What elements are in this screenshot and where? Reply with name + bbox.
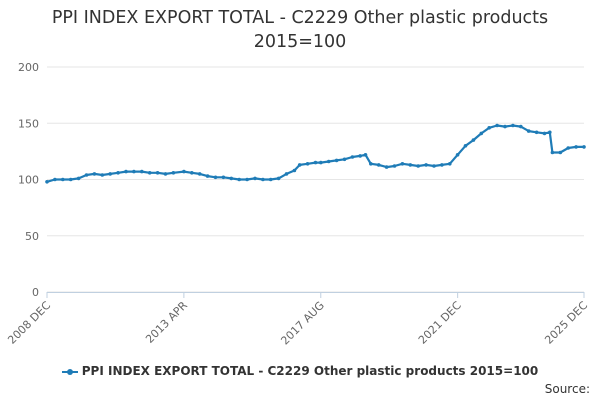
data-point bbox=[253, 176, 257, 181]
data-point bbox=[334, 158, 339, 163]
data-point bbox=[548, 130, 552, 135]
data-point bbox=[424, 163, 428, 167]
data-point bbox=[61, 177, 65, 182]
data-point bbox=[455, 153, 460, 157]
data-point bbox=[124, 169, 128, 174]
data-point bbox=[319, 160, 323, 165]
data-point bbox=[140, 169, 144, 174]
data-point bbox=[479, 131, 484, 136]
data-point bbox=[221, 175, 226, 180]
data-point bbox=[245, 177, 249, 182]
y-tick-label: 100 bbox=[18, 174, 39, 187]
data-point bbox=[342, 157, 347, 162]
x-tick-label: 2013 APR bbox=[143, 299, 190, 346]
data-point bbox=[511, 123, 515, 128]
data-point bbox=[68, 177, 73, 182]
data-point bbox=[503, 124, 507, 129]
data-point bbox=[147, 171, 152, 175]
data-point bbox=[268, 177, 273, 182]
data-point bbox=[440, 163, 444, 167]
chart-title-line-1: PPI INDEX EXPORT TOTAL - C2229 Other pla… bbox=[51, 8, 549, 28]
series-line bbox=[45, 124, 586, 183]
data-point bbox=[45, 180, 49, 184]
x-tick-label: 2025 DEC bbox=[542, 299, 590, 347]
data-point bbox=[363, 153, 368, 157]
data-point bbox=[229, 176, 234, 181]
y-tick-label: 0 bbox=[32, 286, 39, 299]
data-point bbox=[305, 162, 310, 166]
y-tick-label: 150 bbox=[18, 117, 39, 130]
legend-marker-icon bbox=[61, 367, 78, 377]
data-point bbox=[116, 171, 120, 175]
data-point bbox=[350, 155, 355, 159]
data-point bbox=[542, 131, 547, 136]
data-point bbox=[205, 174, 210, 178]
x-tick-label: 2008 DEC bbox=[5, 299, 53, 347]
legend-label: PPI INDEX EXPORT TOTAL - C2229 Other pla… bbox=[81, 364, 539, 378]
data-point bbox=[416, 164, 421, 168]
data-point bbox=[408, 163, 413, 167]
data-point bbox=[519, 124, 523, 129]
data-point bbox=[76, 176, 81, 181]
data-point bbox=[171, 171, 176, 175]
data-point bbox=[495, 123, 499, 128]
x-tick-label: 2017 AUG bbox=[278, 299, 327, 348]
data-point bbox=[261, 177, 265, 182]
data-point bbox=[369, 162, 373, 166]
data-point bbox=[213, 175, 218, 180]
data-point bbox=[190, 171, 194, 175]
data-point bbox=[100, 173, 105, 177]
data-point bbox=[582, 145, 586, 149]
chart-legend[interactable]: PPI INDEX EXPORT TOTAL - C2229 Other pla… bbox=[0, 364, 600, 378]
data-point bbox=[432, 164, 436, 168]
data-point bbox=[392, 164, 397, 168]
legend-dot bbox=[66, 368, 73, 375]
y-tick-label: 200 bbox=[18, 61, 39, 74]
x-tick-label: 2021 DEC bbox=[416, 299, 464, 347]
data-point bbox=[313, 160, 318, 165]
data-point bbox=[526, 129, 531, 133]
data-point bbox=[471, 138, 476, 142]
data-point bbox=[400, 162, 405, 166]
data-point bbox=[182, 169, 186, 174]
y-tick-label: 50 bbox=[25, 230, 39, 243]
data-point bbox=[276, 176, 281, 181]
data-point bbox=[53, 177, 57, 182]
data-point bbox=[237, 177, 241, 182]
chart-title: PPI INDEX EXPORT TOTAL - C2229 Other pla… bbox=[0, 6, 600, 54]
data-point bbox=[197, 172, 202, 176]
source-label: Source: bbox=[544, 382, 590, 396]
data-point bbox=[292, 168, 297, 173]
data-point bbox=[358, 154, 363, 158]
data-point bbox=[326, 159, 331, 164]
data-point bbox=[376, 163, 381, 167]
data-point bbox=[284, 172, 289, 176]
data-point bbox=[163, 172, 168, 176]
data-point bbox=[487, 126, 492, 130]
data-point bbox=[384, 165, 389, 169]
data-point bbox=[550, 150, 555, 155]
data-point bbox=[558, 150, 563, 155]
data-point bbox=[297, 163, 302, 167]
data-point bbox=[155, 171, 160, 175]
data-point bbox=[108, 172, 112, 176]
data-point bbox=[534, 130, 539, 135]
data-point bbox=[92, 172, 97, 176]
data-point bbox=[84, 173, 89, 177]
data-point bbox=[463, 144, 468, 148]
data-point bbox=[566, 146, 570, 150]
data-point bbox=[132, 169, 136, 174]
data-point bbox=[574, 145, 578, 149]
chart-title-line-2: 2015=100 bbox=[253, 32, 347, 52]
data-point bbox=[448, 162, 452, 166]
